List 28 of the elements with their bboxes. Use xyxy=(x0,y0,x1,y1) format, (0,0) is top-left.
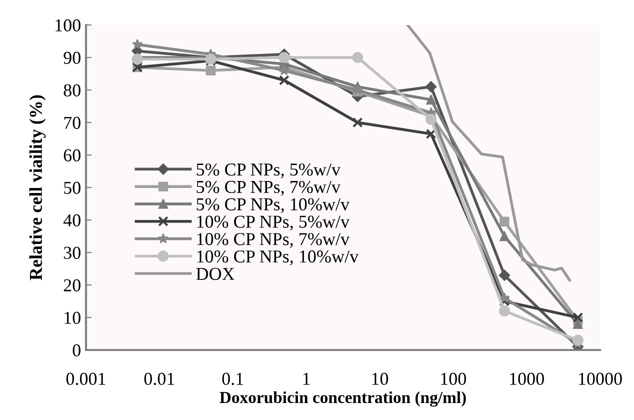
x-tick-label: 10000 xyxy=(579,372,622,385)
y-tick-label: 10 xyxy=(64,312,80,324)
x-tick-label: 10 xyxy=(372,372,388,385)
y-tick-label: 0 xyxy=(72,344,80,356)
y-axis-title: Relative cell viaility (%) xyxy=(29,95,46,280)
y-tick-label: 90 xyxy=(64,52,80,64)
y-tick-label: 70 xyxy=(64,116,80,129)
x-axis-title: Doxorubicin concentration (ng/ml) xyxy=(220,391,466,407)
legend-label: 5% CP NPs, 7%w/v xyxy=(196,180,341,196)
legend-label: 10% CP NPs, 10%w/v xyxy=(197,250,359,266)
x-tick-label: 1 xyxy=(303,372,310,385)
legend-label: 10% CP NPs, 5%w/v xyxy=(197,216,350,230)
x-tick-label: 0.001 xyxy=(66,372,106,386)
y-tick-label: 100 xyxy=(56,19,80,32)
legend-label: 5% CP NPs, 10%w/v xyxy=(196,198,350,214)
x-tick-label: 100 xyxy=(441,372,466,385)
x-tick-label: 0.1 xyxy=(222,372,244,386)
y-tick-label: 20 xyxy=(64,279,80,292)
legend-label: DOX xyxy=(196,268,235,280)
x-tick-label: 0.01 xyxy=(144,372,174,386)
legend-label: 10% CP NPs, 7%w/v xyxy=(197,233,350,248)
y-tick-label: 50 xyxy=(64,182,80,194)
y-tick-label: 30 xyxy=(64,246,80,259)
y-tick-label: 40 xyxy=(63,214,80,226)
legend-label: 5% CP NPs, 5%w/v xyxy=(196,163,341,178)
x-tick-label: 1000 xyxy=(510,372,544,385)
y-tick-label: 80 xyxy=(64,84,80,96)
y-tick-label: 60 xyxy=(64,149,80,162)
